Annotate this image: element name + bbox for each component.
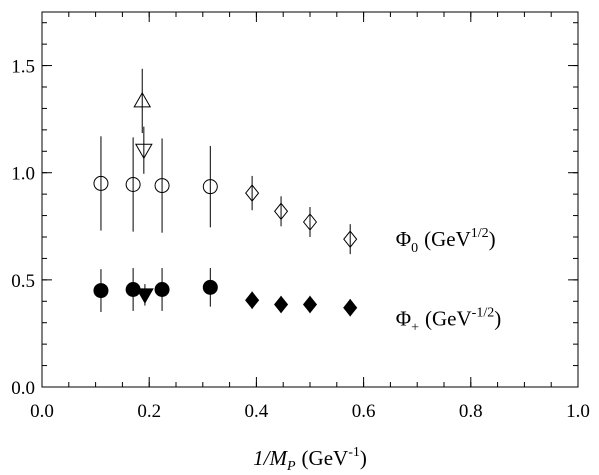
diamond-filled-marker bbox=[302, 295, 318, 314]
diamond-open-marker bbox=[343, 230, 358, 248]
x-tick-label: 0.6 bbox=[352, 401, 376, 422]
x-axis-label-sup: -1 bbox=[348, 445, 360, 460]
x-tick-label: 0.0 bbox=[30, 401, 54, 422]
x-tick-label: 0.2 bbox=[137, 401, 161, 422]
circle-filled-marker bbox=[154, 282, 170, 297]
series-label-phiplus-unit: (GeV bbox=[425, 306, 472, 330]
x-axis-label-close: ) bbox=[360, 446, 367, 470]
circle-open-marker bbox=[93, 175, 109, 191]
circle-open-marker bbox=[154, 178, 170, 194]
series-label-phiplus-sub: + bbox=[411, 320, 419, 335]
circle-open-marker bbox=[202, 179, 218, 195]
circle-open-marker bbox=[125, 177, 141, 192]
circle-filled-marker bbox=[93, 283, 109, 299]
triangle-down-filled-marker bbox=[136, 288, 154, 304]
diamond-open-marker bbox=[274, 202, 289, 221]
series-label-phi0-sub: 0 bbox=[411, 241, 418, 256]
major-ticks bbox=[41, 12, 579, 388]
diamond-open-marker bbox=[302, 213, 318, 231]
diamond-open-marker bbox=[245, 184, 260, 202]
y-tick-label: 1.5 bbox=[11, 57, 35, 78]
series-label-phiplus-sup: -1/2 bbox=[472, 305, 495, 320]
minor-ticks bbox=[41, 12, 579, 388]
diamond-filled-marker bbox=[274, 295, 289, 314]
series-label-phi0-unit: (GeV bbox=[424, 227, 471, 251]
diamond-filled-marker bbox=[343, 298, 358, 317]
diamond-filled-marker bbox=[245, 291, 260, 310]
x-tick-label: 1.0 bbox=[566, 401, 590, 422]
x-axis-label-main: 1/M bbox=[253, 446, 288, 470]
x-axis-label: 1/MP (GeV-1) bbox=[253, 445, 367, 474]
triangle-down-open-marker bbox=[134, 143, 153, 160]
series-label-phi0-close: ) bbox=[489, 227, 496, 251]
series-annotations: Φ0 (GeV1/2)Φ+ (GeV-1/2) bbox=[396, 226, 501, 335]
plot-frame bbox=[41, 11, 579, 388]
x-axis-label-sub: P bbox=[286, 459, 296, 474]
series-label-phi0-sup: 1/2 bbox=[471, 226, 489, 241]
y-tick-label: 0.5 bbox=[11, 271, 35, 292]
y-tick-label: 1.0 bbox=[11, 164, 35, 185]
triangle-up-open-marker bbox=[133, 91, 152, 108]
series-label-phiplus-symbol: Φ bbox=[396, 306, 411, 330]
y-tick-labels: 0.0 0.5 1.0 1.5 bbox=[11, 57, 35, 399]
series-label-phi0: Φ0 (GeV1/2) bbox=[396, 226, 496, 256]
x-tick-label: 0.8 bbox=[459, 401, 483, 422]
data-markers bbox=[93, 91, 358, 317]
x-tick-labels: 0.0 0.2 0.4 0.6 0.8 1.0 bbox=[30, 401, 590, 422]
series-label-phiplus-close: ) bbox=[494, 306, 501, 330]
x-axis-label-unit: (GeV bbox=[302, 446, 349, 470]
y-tick-label: 0.0 bbox=[11, 378, 35, 399]
x-tick-label: 0.4 bbox=[245, 401, 269, 422]
circle-filled-marker bbox=[202, 279, 218, 295]
error-bars bbox=[100, 68, 351, 317]
series-label-phi0-symbol: Φ bbox=[396, 227, 411, 251]
series-label-phiplus: Φ+ (GeV-1/2) bbox=[396, 305, 501, 335]
